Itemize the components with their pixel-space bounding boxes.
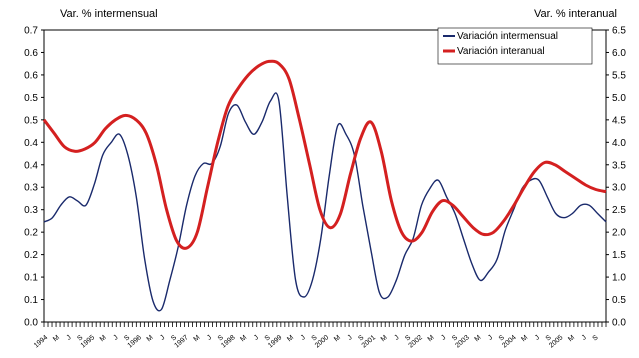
x-tick-label: M	[427, 334, 436, 343]
legend-label-interanual: Variación interanual	[457, 46, 545, 57]
series-line-intermensual	[43, 92, 607, 312]
x-tick-label: J	[300, 334, 307, 342]
x-tick-label: 2003	[454, 334, 471, 349]
x-tick-label: M	[99, 334, 108, 343]
x-tick-label: J	[66, 334, 73, 342]
x-tick-label: J	[393, 334, 400, 342]
x-tick-label: S	[170, 334, 178, 343]
x-tick-label: M	[380, 334, 389, 343]
x-tick-label: 1996	[127, 334, 144, 349]
left-y-tick-label: 0.7	[24, 26, 38, 37]
left-y-tick-label: 0.4	[24, 160, 38, 171]
left-y-tick-label: 0.3	[24, 205, 38, 216]
x-tick-label: S	[545, 334, 553, 343]
x-tick-label: M	[286, 334, 295, 343]
x-tick-label: M	[146, 334, 155, 343]
x-tick-label: 1997	[173, 334, 190, 349]
x-tick-label: 1994	[33, 334, 50, 349]
x-tick-label: J	[112, 334, 119, 342]
x-tick-label: J	[159, 334, 166, 342]
plot-frame	[43, 29, 607, 323]
legend-label-intermensual: Variación intermensual	[457, 31, 558, 42]
x-tick-label: S	[451, 334, 459, 343]
left-y-tick-label: 0.1	[24, 273, 38, 284]
left-y-tick-label: 0.4	[24, 138, 38, 149]
x-tick-label: S	[310, 334, 318, 343]
x-tick-label: 2005	[548, 334, 565, 349]
x-tick-label: M	[333, 334, 342, 343]
x-tick-label: S	[498, 334, 506, 343]
x-tick-label: M	[239, 334, 248, 343]
x-tick-label: M	[567, 334, 576, 343]
x-tick-label: M	[52, 334, 61, 343]
x-tick-label: S	[76, 334, 84, 343]
x-tick-label: S	[357, 334, 365, 343]
x-tick-label: J	[347, 334, 354, 342]
right-y-tick-label: 4.5	[612, 115, 626, 126]
x-tick-label: M	[520, 334, 529, 343]
right-y-tick-label: 4.0	[612, 138, 626, 149]
series-line-interanual	[42, 59, 607, 250]
right-y-tick-label: 6.5	[612, 26, 626, 37]
x-tick-label: 2002	[408, 334, 425, 349]
left-y-tick-label: 0.0	[24, 318, 38, 329]
right-y-tick-label: 5.5	[612, 70, 626, 81]
right-y-tick-label: 0.5	[612, 295, 626, 306]
right-axis-title: Var. % interanual	[534, 8, 617, 20]
x-tick-label: J	[487, 334, 494, 342]
x-tick-label: M	[474, 334, 483, 343]
left-y-tick-label: 0.3	[24, 183, 38, 194]
x-tick-label: S	[404, 334, 412, 343]
left-y-tick-label: 0.2	[24, 250, 38, 261]
left-y-tick-label: 0.1	[24, 295, 38, 306]
left-y-tick-label: 0.6	[24, 48, 38, 59]
x-tick-label: S	[591, 334, 599, 343]
x-tick-label: J	[440, 334, 447, 342]
right-y-ticks: 0.0 0.5 1.0 1.5 2.0 2.5 3.0 3.5 4.0 4.5 5.0 5.5 6.0 6…	[606, 26, 626, 329]
right-y-tick-label: 2.0	[612, 228, 626, 239]
left-y-tick-label: 0.5	[24, 93, 38, 104]
x-tick-label: S	[123, 334, 131, 343]
right-y-tick-label: 5.0	[612, 93, 626, 104]
right-y-tick-label: 0.0	[612, 318, 626, 329]
series-lines	[42, 59, 607, 312]
x-tick-label: J	[534, 334, 541, 342]
right-y-tick-label: 1.5	[612, 250, 626, 261]
right-y-tick-label: 6.0	[612, 48, 626, 59]
x-tick-label: J	[581, 334, 588, 342]
x-tick-label: J	[206, 334, 213, 342]
x-tick-label: 2000	[314, 334, 331, 349]
left-y-tick-label: 0.5	[24, 115, 38, 126]
x-tick-label: S	[264, 334, 272, 343]
x-tick-label: 2001	[361, 334, 378, 349]
x-tick-label: 1999	[267, 334, 284, 349]
legend-box	[437, 27, 593, 65]
legend: Variación intermensual Variación interan…	[437, 27, 593, 65]
left-axis-title: Var. % intermensual	[60, 8, 158, 20]
x-tick-label: 1998	[220, 334, 237, 349]
right-y-tick-label: 3.5	[612, 160, 626, 171]
x-tick-label: 1995	[80, 334, 97, 349]
x-tick-label: J	[253, 334, 260, 342]
left-y-ticks: 0.0 0.1 0.1 0.2 0.2 0.3 0.3 0.4 0.4 0.5 0.5 0.6 0.6 0…	[24, 26, 44, 329]
left-y-tick-label: 0.2	[24, 228, 38, 239]
right-y-tick-label: 2.5	[612, 205, 626, 216]
x-tick-label: 2004	[501, 334, 518, 349]
right-y-tick-label: 3.0	[612, 183, 626, 194]
left-y-tick-label: 0.6	[24, 70, 38, 81]
right-y-tick-label: 1.0	[612, 273, 626, 284]
x-tick-label: M	[193, 334, 202, 343]
x-tick-label: S	[217, 334, 225, 343]
